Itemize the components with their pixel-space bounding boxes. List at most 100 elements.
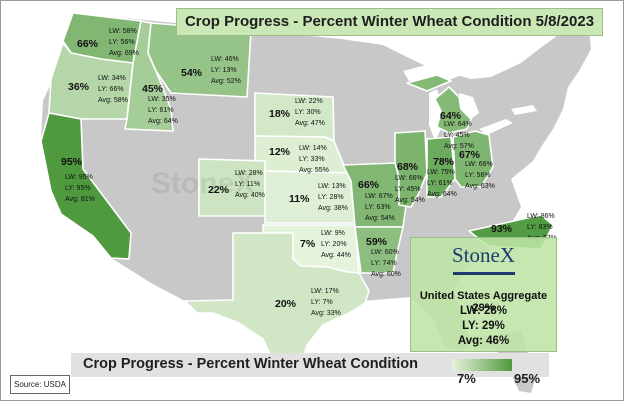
stonex-logo: StoneX	[452, 243, 515, 267]
in-percent: 78%	[433, 156, 455, 168]
sd-ly: LY: 30%	[295, 109, 321, 116]
ar-stats: LW: 60% LY: 74% Avg: 60%	[371, 247, 401, 280]
in-ly: LY: 61%	[427, 180, 453, 187]
us-aggregate: United States Aggregate 29%	[419, 290, 548, 314]
state-california[interactable]	[40, 112, 132, 260]
id-lw: LW: 35%	[148, 96, 176, 103]
oh-avg: Avg: 63%	[465, 183, 495, 190]
mi-lw: LW: 64%	[444, 121, 472, 128]
il-lw: LW: 66%	[395, 175, 423, 182]
ar-lw: LW: 60%	[371, 249, 399, 256]
ca-ly: LY: 95%	[65, 185, 91, 192]
aggregate-box: StoneX United States Aggregate 29% LW: 2…	[410, 237, 557, 352]
page-title: Crop Progress - Percent Winter Wheat Con…	[176, 8, 603, 36]
wa-percent: 66%	[77, 38, 99, 50]
ne-stats: LW: 14% LY: 33% Avg: 55%	[299, 143, 329, 176]
mt-ly: LY: 13%	[211, 67, 237, 74]
legend-gradient	[452, 359, 512, 371]
nc-percent: 93%	[491, 223, 513, 235]
oh-percent: 67%	[459, 149, 481, 161]
mi-ly: LY: 45%	[444, 132, 470, 139]
ca-stats: LW: 95% LY: 95% Avg: 81%	[65, 172, 95, 205]
id-percent: 45%	[142, 83, 164, 95]
ks-stats: LW: 13% LY: 28% Avg: 38%	[318, 181, 348, 214]
mt-percent: 54%	[181, 67, 203, 79]
us-lw: LW: 28%	[459, 305, 508, 317]
ne-ly: LY: 33%	[299, 156, 325, 163]
mi-percent: 64%	[440, 110, 462, 122]
ne-percent: 12%	[269, 146, 291, 158]
sd-lw: LW: 22%	[295, 98, 323, 105]
us-ly: LY: 29%	[462, 320, 505, 332]
sd-avg: Avg: 47%	[295, 120, 325, 127]
ok-percent: 7%	[300, 238, 316, 250]
or-percent: 36%	[68, 81, 90, 93]
lake-superior	[403, 65, 461, 81]
sd-percent: 18%	[269, 108, 291, 120]
mi-stats: LW: 64% LY: 45% Avg: 57%	[444, 119, 474, 152]
co-ly: LY: 11%	[235, 181, 261, 188]
state-illinois[interactable]	[394, 130, 428, 208]
ne-avg: Avg: 55%	[299, 167, 329, 174]
ks-percent: 11%	[289, 193, 310, 205]
bottom-title: Crop Progress - Percent Winter Wheat Con…	[83, 356, 419, 372]
in-avg: Avg: 64%	[427, 191, 457, 198]
lake-erie	[479, 119, 513, 135]
id-stats: LW: 35% LY: 61% Avg: 64%	[148, 94, 178, 127]
mt-lw: LW: 46%	[211, 56, 239, 63]
lake-huron	[459, 93, 479, 119]
state-arkansas[interactable]	[354, 226, 404, 274]
id-ly: LY: 61%	[148, 107, 174, 114]
ok-stats: LW: 9% LY: 20% Avg: 44%	[321, 228, 351, 261]
id-avg: Avg: 64%	[148, 118, 178, 125]
tx-ly: LY: 7%	[311, 299, 333, 306]
or-avg: Avg: 58%	[98, 97, 128, 104]
co-stats: LW: 28% LY: 11% Avg: 40%	[235, 168, 265, 201]
mt-stats: LW: 46% LY: 13% Avg: 52%	[211, 54, 241, 87]
bottom-strip: Crop Progress - Percent Winter Wheat Con…	[71, 353, 549, 377]
wa-avg: Avg: 69%	[109, 50, 139, 57]
legend-max: 95%	[514, 371, 541, 386]
il-percent: 68%	[397, 161, 419, 173]
source-note: Source: USDA	[10, 375, 70, 394]
tx-stats: LW: 17% LY: 7% Avg: 33%	[311, 286, 341, 319]
nc-lw: LW: 86%	[527, 213, 555, 220]
mo-lw: LW: 67%	[365, 193, 393, 200]
in-stats: LW: 75% LY: 61% Avg: 64%	[427, 167, 457, 200]
legend-min: 7%	[457, 371, 476, 386]
oh-ly: LY: 56%	[465, 172, 491, 179]
tx-avg: Avg: 33%	[311, 310, 341, 317]
or-ly: LY: 66%	[98, 86, 124, 93]
sd-stats: LW: 22% LY: 30% Avg: 47%	[295, 96, 325, 129]
state-indiana[interactable]	[426, 136, 456, 198]
ks-ly: LY: 28%	[318, 194, 344, 201]
logo-underline	[453, 272, 515, 275]
ok-lw: LW: 9%	[321, 230, 345, 237]
ca-percent: 95%	[61, 156, 83, 168]
mt-avg: Avg: 52%	[211, 78, 241, 85]
tx-percent: 20%	[275, 298, 297, 310]
ca-lw: LW: 95%	[65, 174, 93, 181]
ks-lw: LW: 13%	[318, 183, 346, 190]
ks-avg: Avg: 38%	[318, 205, 348, 212]
mo-percent: 66%	[358, 179, 380, 191]
us-avg: Avg: 46%	[457, 335, 510, 347]
co-lw: LW: 28%	[235, 170, 263, 177]
mo-ly: LY: 63%	[365, 204, 391, 211]
state-michigan[interactable]	[406, 74, 472, 134]
ok-avg: Avg: 44%	[321, 252, 351, 259]
state-ohio[interactable]	[452, 130, 494, 188]
mo-avg: Avg: 54%	[365, 215, 395, 222]
co-percent: 22%	[208, 184, 230, 196]
ne-lw: LW: 14%	[299, 145, 327, 152]
tx-lw: LW: 17%	[311, 288, 339, 295]
state-texas[interactable]	[184, 232, 370, 374]
or-lw: LW: 34%	[98, 75, 126, 82]
stonex-watermark: StoneX	[151, 167, 254, 200]
wa-ly: LY: 56%	[109, 39, 135, 46]
mi-avg: Avg: 57%	[444, 143, 474, 150]
in-lw: LW: 75%	[427, 169, 455, 176]
mo-stats: LW: 67% LY: 63% Avg: 54%	[365, 191, 395, 224]
